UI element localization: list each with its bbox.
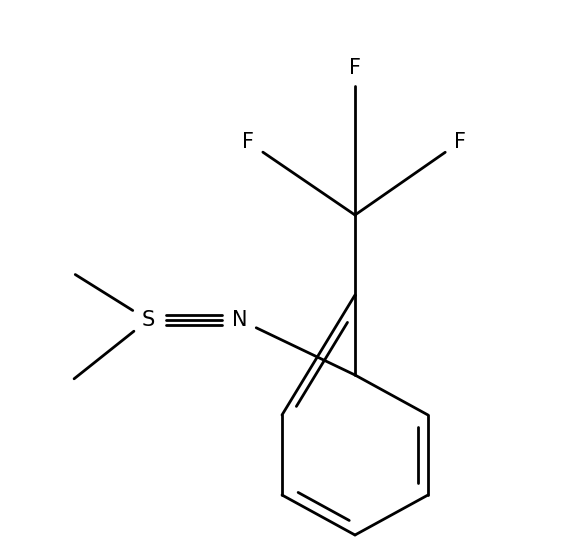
Text: F: F [349, 58, 361, 78]
Text: F: F [242, 132, 254, 152]
Text: S: S [141, 310, 154, 330]
Text: N: N [232, 310, 248, 330]
Text: F: F [454, 132, 466, 152]
